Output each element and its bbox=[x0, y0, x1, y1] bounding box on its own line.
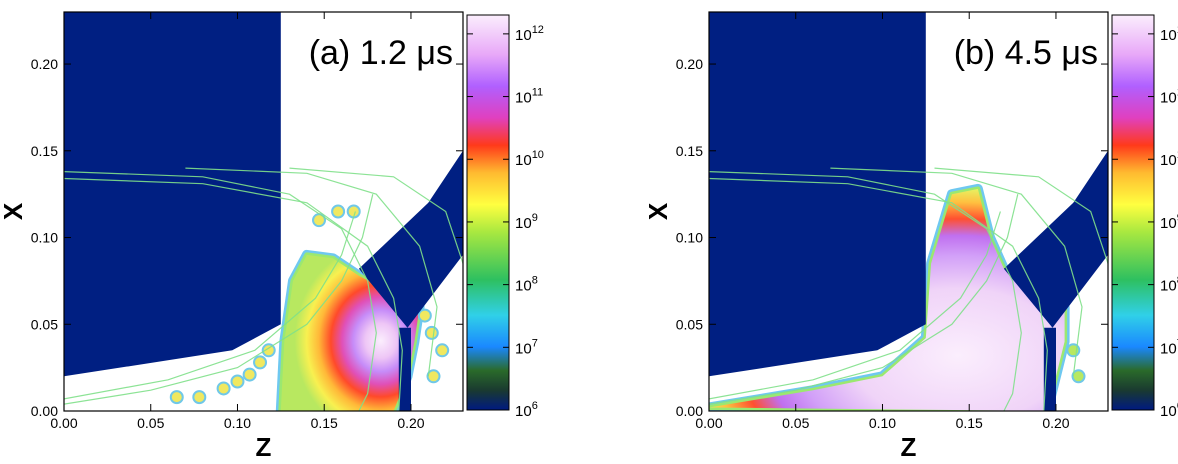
plume-blob bbox=[230, 374, 245, 389]
field-line bbox=[64, 177, 403, 411]
plume-blob bbox=[426, 369, 441, 384]
y-tick-label: 0.10 bbox=[31, 230, 58, 246]
x-axis-label: Z bbox=[901, 432, 917, 459]
plot-frame bbox=[708, 11, 1109, 412]
field-line bbox=[709, 177, 1048, 411]
plume-blob bbox=[424, 325, 439, 340]
colorbar-tick-label: 1012 bbox=[1160, 24, 1178, 44]
field-line bbox=[289, 167, 463, 264]
plume-blob bbox=[216, 381, 231, 396]
plume-blob bbox=[253, 355, 268, 370]
plume-blob bbox=[192, 390, 207, 405]
plume-blob bbox=[331, 204, 346, 219]
field-line bbox=[830, 167, 1083, 377]
colorbar-tick-label: 1011 bbox=[1160, 87, 1178, 107]
x-tick-label: 0.00 bbox=[695, 415, 722, 431]
anode-plate bbox=[1003, 150, 1108, 328]
chart-panel-a: 0.00 0.05 0.10 0.15 0.20 0.00 0.05 0.10 0.15 0.20… bbox=[0, 11, 544, 462]
x-tick-label: 0.00 bbox=[50, 415, 77, 431]
plot-content bbox=[64, 12, 463, 411]
colorbar-tick-label: 106 bbox=[515, 400, 538, 420]
chart-panel-b: 0.00 0.05 0.10 0.15 0.20 0.00 0.05 0.10 0.15 0.20… bbox=[643, 11, 1178, 462]
x-tick-label: 0.10 bbox=[869, 415, 896, 431]
colorbar-tick-label: 1011 bbox=[515, 87, 543, 107]
y-axis-label: X bbox=[643, 202, 673, 220]
colorbar-tick-label: 106 bbox=[1160, 400, 1178, 420]
cathode-region bbox=[709, 12, 926, 377]
plume-density bbox=[709, 188, 1065, 411]
colorbar bbox=[466, 14, 510, 411]
colorbar-tick-label: 107 bbox=[1160, 337, 1178, 357]
panel-label: (b) 4.5 μs bbox=[954, 34, 1098, 72]
colorbar-tick-label: 109 bbox=[515, 212, 538, 232]
field-line bbox=[709, 211, 1001, 400]
x-tick-label: 0.20 bbox=[397, 415, 424, 431]
x-tick-label: 0.05 bbox=[782, 415, 809, 431]
x-tick-label: 0.15 bbox=[956, 415, 983, 431]
colorbar-tick-label: 107 bbox=[515, 337, 538, 357]
y-tick-label: 0.05 bbox=[31, 316, 58, 332]
y-tick-label: 0.05 bbox=[676, 316, 703, 332]
plume-blob bbox=[417, 308, 432, 323]
x-tick-label: 0.10 bbox=[224, 415, 251, 431]
x-tick-label: 0.15 bbox=[311, 415, 338, 431]
y-tick-label: 0.20 bbox=[676, 56, 703, 72]
plume-blob bbox=[435, 343, 450, 358]
colorbar-tick-label: 1010 bbox=[515, 149, 544, 169]
y-tick-label: 0.00 bbox=[31, 403, 58, 419]
y-tick-label: 0.15 bbox=[676, 143, 703, 159]
x-tick-label: 0.05 bbox=[137, 415, 164, 431]
plume-blob bbox=[261, 343, 276, 358]
y-tick-label: 0.10 bbox=[676, 230, 703, 246]
colorbar-tick-label: 1010 bbox=[1160, 149, 1178, 169]
field-line bbox=[185, 167, 438, 377]
field-line bbox=[64, 194, 374, 405]
plume-blob bbox=[169, 390, 184, 405]
plot-content bbox=[709, 12, 1108, 411]
field-line bbox=[934, 167, 1108, 264]
anode-plate bbox=[358, 150, 463, 328]
cathode-region bbox=[64, 12, 281, 377]
plot-frame bbox=[63, 11, 464, 412]
panel-label: (a) 1.2 μs bbox=[309, 34, 453, 72]
y-tick-label: 0.20 bbox=[31, 56, 58, 72]
colorbar-tick-label: 108 bbox=[515, 275, 538, 295]
y-tick-label: 0.00 bbox=[676, 403, 703, 419]
colorbar-tick-label: 109 bbox=[1160, 212, 1178, 232]
field-line bbox=[64, 211, 356, 400]
field-line bbox=[709, 194, 1019, 405]
plume-blob bbox=[242, 367, 257, 382]
colorbar bbox=[1111, 14, 1155, 411]
x-axis-label: Z bbox=[256, 432, 272, 459]
y-axis-label: X bbox=[0, 202, 28, 220]
colorbar-tick-label: 1012 bbox=[515, 24, 544, 44]
plume-blob bbox=[1071, 369, 1086, 384]
y-tick-label: 0.15 bbox=[31, 143, 58, 159]
colorbar-tick-label: 108 bbox=[1160, 275, 1178, 295]
x-tick-label: 0.20 bbox=[1042, 415, 1069, 431]
